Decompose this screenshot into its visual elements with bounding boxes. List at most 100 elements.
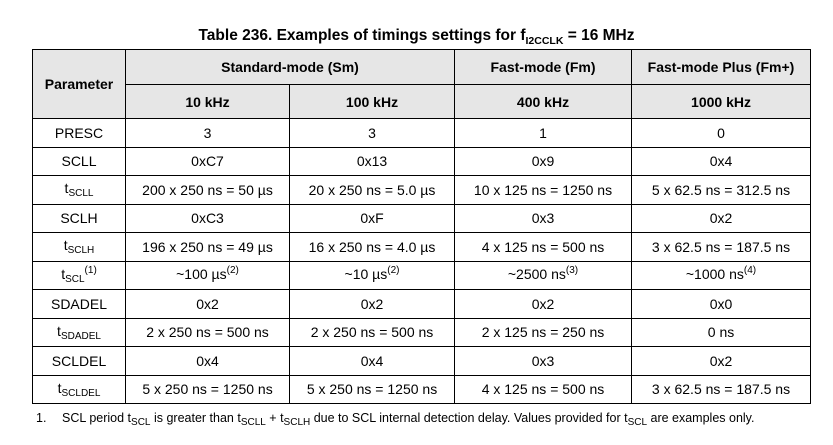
value-cell: 0x2 [125,289,290,319]
header-parameter: Parameter [32,49,126,119]
value-text: 20 x 250 ns = 5.0 µs [308,181,436,198]
value-cell: 4 x 125 ns = 500 ns [454,232,632,262]
value-cell: 0x2 [289,289,455,319]
footnote-fragment: are examples only. [647,411,755,425]
parameter-cell: tSCL(1) [32,260,126,290]
parameter-cell: tSDADEL [32,317,126,347]
value-cell: 2 x 250 ns = 500 ns [125,317,290,347]
value-text: 0x2 [196,295,219,312]
value-cell: 3 [289,118,455,148]
value-text: 0xF [360,210,384,227]
value-cell: 3 x 62.5 ns = 187.5 ns [631,374,811,404]
value-text: 0 [717,124,725,141]
table-row: tSCLL 200 x 250 ns = 50 µs 20 x 250 ns = 5… [32,175,811,205]
value-text: 2 x 250 ns = 500 ns [146,324,269,341]
value-text: 3 x 62.5 ns = 187.5 ns [651,238,791,255]
value-cell: 5 x 250 ns = 1250 ns [125,374,290,404]
parameter-cell: SCLH [32,203,126,233]
value-cell: 200 x 250 ns = 50 µs [125,175,290,205]
value-cell: 10 x 125 ns = 1250 ns [454,175,632,205]
table-row: tSCL(1) ~100 µs(2) ~10 µs(2) ~2500 ns(3) ~10… [32,260,811,290]
value-cell: 5 x 250 ns = 1250 ns [289,374,455,404]
parameter-name: PRESC [54,124,104,141]
value-cell: 16 x 250 ns = 4.0 µs [289,232,455,262]
header-fast-mode-plus: Fast-mode Plus (Fm+) [631,49,811,85]
header-fast-mode: Fast-mode (Fm) [454,49,632,85]
value-text: 5 x 250 ns = 1250 ns [142,381,273,398]
value-cell: 4 x 125 ns = 500 ns [454,374,632,404]
value-cell: ~100 µs(2) [125,260,290,290]
footnote-fragment: is greater than t [150,411,241,425]
timings-table: Parameter Standard-mode (Sm) Fast-mode (… [32,49,811,404]
header-freq-100khz: 100 kHz [289,84,455,119]
footnote-fragment: SCL period t [62,411,132,425]
header-freq-1000khz: 1000 kHz [631,84,811,119]
value-text: ~1000 ns [685,265,744,282]
value-text: 0x3 [531,210,555,227]
value-note-ref: (2) [226,264,239,276]
table-row: PRESC 3 3 1 0 [32,118,811,148]
value-text: 2 x 125 ns = 250 ns [481,324,605,341]
footnote-subscript: SCL [627,417,648,428]
parameter-note-ref: (1) [84,264,97,276]
value-note-ref: (3) [565,264,579,276]
value-text: 1 [539,124,547,141]
table-title-subscript: I2CCLK [525,35,564,47]
value-cell: 2 x 125 ns = 250 ns [454,317,632,347]
parameter-name: t [57,322,61,339]
footnote-fragment: due to SCL internal detection delay. Val… [310,411,628,425]
value-text: 0x0 [709,295,733,312]
value-text: 3 [203,124,212,141]
value-cell: 0x4 [631,146,811,176]
value-cell: 0x4 [289,346,455,376]
value-cell: 196 x 250 ns = 49 µs [125,232,290,262]
value-cell: 2 x 250 ns = 500 ns [289,317,455,347]
parameter-subscript: SDADEL [60,330,101,342]
value-cell: 0x4 [125,346,290,376]
footnote: 1. SCL period tSCL is greater than tSCLL… [36,411,796,428]
footnote-subscript: SCLH [283,417,311,428]
footnote-subscript: SCLL [240,417,266,428]
parameter-cell: SCLL [32,146,126,176]
parameter-cell: tSCLH [32,232,126,262]
footnote-number: 1. [36,411,47,425]
value-text: 3 [368,124,376,141]
parameter-name: SDADEL [50,295,108,312]
value-text: 5 x 250 ns = 1250 ns [306,381,438,398]
value-cell: 0x3 [454,346,632,376]
parameter-cell: tSCLL [32,175,126,205]
value-cell: ~10 µs(2) [289,260,455,290]
value-text: ~2500 ns [507,265,566,282]
value-cell: 0xF [289,203,455,233]
value-text: 5 x 62.5 ns = 312.5 ns [651,181,791,198]
value-cell: 1 [454,118,632,148]
value-text: ~10 µs [344,265,388,282]
value-cell: 3 x 62.5 ns = 187.5 ns [631,232,811,262]
value-text: 0x2 [531,295,555,312]
table-row: tSCLDEL 5 x 250 ns = 1250 ns 5 x 250 ns = … [32,374,811,404]
value-cell: 0 ns [631,317,811,347]
table-title-text: Table 236. Examples of timings settings … [198,27,526,44]
value-cell: 20 x 250 ns = 5.0 µs [289,175,455,205]
parameter-subscript: SCL [65,273,85,285]
footnote-subscript: SCL [131,417,151,428]
value-text: 200 x 250 ns = 50 µs [142,181,273,198]
value-cell: ~1000 ns(4) [631,260,811,290]
value-cell: 0x13 [289,146,455,176]
parameter-name: t [61,265,66,282]
parameter-name: t [57,379,62,396]
value-cell: 0xC3 [125,203,290,233]
value-text: 4 x 125 ns = 500 ns [481,381,605,398]
table-row: SCLH 0xC3 0xF 0x3 0x2 [32,203,811,233]
value-cell: 0x2 [454,289,632,319]
footnote-fragment: + t [265,411,284,425]
parameter-name: t [64,180,69,197]
value-text: 4 x 125 ns = 500 ns [481,238,605,255]
value-text: 0x4 [196,352,219,369]
value-text: 196 x 250 ns = 49 µs [142,238,273,255]
value-text: 0xC3 [191,210,224,227]
value-text: 10 x 125 ns = 1250 ns [473,181,613,198]
value-cell: ~2500 ns(3) [454,260,632,290]
value-text: 0x2 [709,210,733,227]
parameter-subscript: SCLL [68,188,94,200]
